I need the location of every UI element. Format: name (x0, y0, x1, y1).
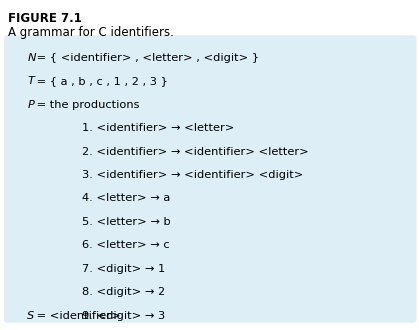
Text: 1. <identifier> → <letter>: 1. <identifier> → <letter> (82, 123, 234, 133)
Text: 5. <letter> → b: 5. <letter> → b (82, 217, 171, 227)
Text: 6. <letter> → c: 6. <letter> → c (82, 240, 169, 250)
Text: = the productions: = the productions (33, 100, 139, 110)
Text: 2. <identifier> → <identifier> <letter>: 2. <identifier> → <identifier> <letter> (82, 147, 308, 156)
Text: P: P (27, 100, 34, 110)
Text: = <identifier>: = <identifier> (33, 311, 120, 321)
Text: 3. <identifier> → <identifier> <digit>: 3. <identifier> → <identifier> <digit> (82, 170, 303, 180)
Text: FIGURE 7.1: FIGURE 7.1 (8, 12, 81, 24)
Text: T: T (27, 76, 34, 86)
Text: 4. <letter> → a: 4. <letter> → a (82, 193, 170, 203)
Text: S: S (27, 311, 34, 321)
Text: = { <identifier> , <letter> , <digit> }: = { <identifier> , <letter> , <digit> } (33, 53, 259, 63)
Text: A grammar for C identifiers.: A grammar for C identifiers. (8, 26, 173, 39)
Text: = { a , b , c , 1 , 2 , 3 }: = { a , b , c , 1 , 2 , 3 } (33, 76, 168, 86)
Text: 8. <digit> → 2: 8. <digit> → 2 (82, 287, 165, 297)
Text: 9. <digit> → 3: 9. <digit> → 3 (82, 311, 165, 320)
FancyBboxPatch shape (4, 35, 416, 323)
Text: 7. <digit> → 1: 7. <digit> → 1 (82, 264, 165, 274)
Text: N: N (27, 53, 36, 63)
